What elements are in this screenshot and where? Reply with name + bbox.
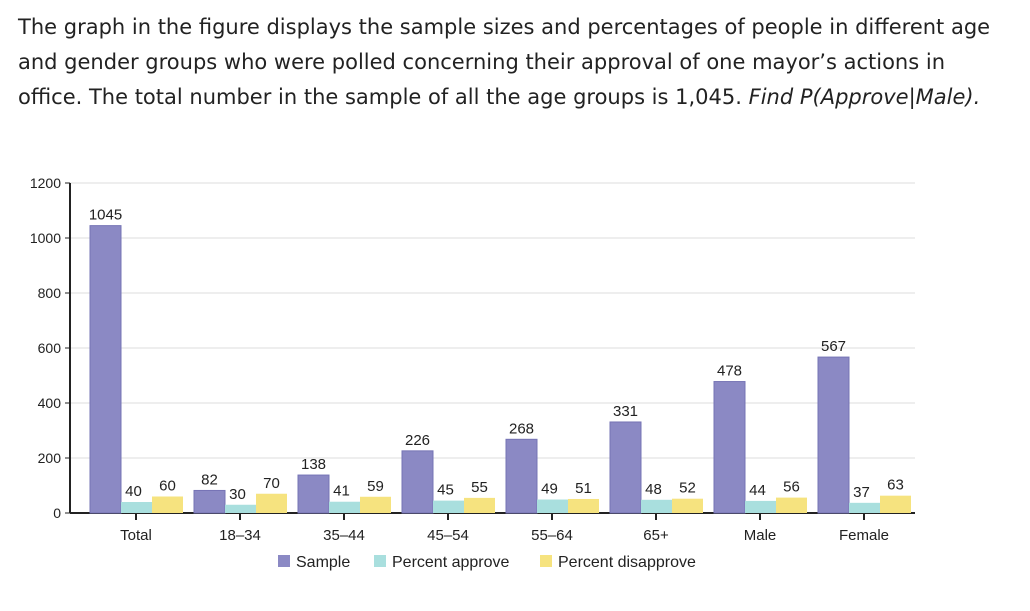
legend-swatch — [278, 555, 290, 567]
bar-sample — [89, 225, 122, 514]
data-label: 226 — [405, 432, 430, 449]
data-label: 37 — [853, 484, 870, 501]
bar-percent-disapprove — [672, 498, 703, 513]
data-label: 48 — [645, 481, 662, 498]
y-tick-label: 0 — [53, 505, 61, 521]
y-tick-label: 1000 — [30, 230, 61, 246]
bar-percent-approve — [641, 499, 672, 513]
x-tick-label: 35–44 — [323, 527, 365, 544]
bar-sample — [297, 474, 330, 514]
x-tick-label: Total — [120, 527, 152, 544]
x-tick-label: 18–34 — [219, 527, 261, 544]
x-tick-label: 65+ — [643, 527, 669, 544]
data-label: 49 — [541, 481, 558, 498]
x-tick-label: 45–54 — [427, 527, 469, 544]
data-label: 70 — [263, 475, 280, 492]
legend-swatch — [374, 555, 386, 567]
legend-label: Sample — [296, 554, 350, 571]
x-tick-label: Female — [839, 527, 889, 544]
data-label: 56 — [783, 479, 800, 496]
y-tick-label: 200 — [38, 450, 62, 466]
data-label: 52 — [679, 480, 696, 497]
bar-percent-disapprove — [880, 495, 911, 513]
y-tick-label: 600 — [38, 340, 62, 356]
data-label: 268 — [509, 420, 534, 437]
bar-percent-approve — [849, 502, 880, 513]
y-tick-label: 1200 — [30, 175, 61, 191]
data-label: 331 — [613, 403, 638, 420]
bar-percent-approve — [225, 504, 256, 513]
data-label: 478 — [717, 363, 742, 380]
legend-swatch — [540, 555, 552, 567]
bar-percent-disapprove — [152, 496, 183, 513]
data-label: 567 — [821, 338, 846, 355]
data-label: 41 — [333, 483, 350, 500]
data-label: 1045 — [89, 207, 122, 224]
bar-sample — [193, 489, 226, 514]
data-label: 82 — [201, 471, 218, 488]
bar-percent-disapprove — [360, 496, 391, 513]
data-label: 59 — [367, 478, 384, 495]
bar-percent-approve — [121, 502, 152, 513]
x-tick-label: 55–64 — [531, 527, 573, 544]
data-label: 63 — [887, 477, 904, 494]
bar-sample — [505, 438, 538, 514]
x-tick-label: Male — [744, 527, 777, 544]
legend-item: Percent disapprove — [540, 554, 696, 571]
bar-sample — [817, 356, 850, 514]
bar-percent-approve — [537, 499, 568, 513]
bar-percent-disapprove — [256, 493, 287, 513]
data-label: 44 — [749, 482, 766, 499]
data-label: 138 — [301, 456, 326, 473]
legend-item: Sample — [278, 554, 350, 571]
bar-percent-disapprove — [568, 498, 599, 513]
data-label: 30 — [229, 486, 246, 503]
bar-percent-disapprove — [776, 497, 807, 513]
data-label: 40 — [125, 483, 142, 500]
bar-sample — [609, 421, 642, 514]
legend-item: Percent approve — [374, 554, 510, 571]
question-prompt: Find P(Approve|Male). — [748, 85, 981, 109]
bar-percent-approve — [433, 500, 464, 513]
question-body: The graph in the figure displays the sam… — [18, 15, 991, 109]
bar-percent-approve — [329, 501, 360, 513]
y-tick-label: 800 — [38, 285, 62, 301]
data-label: 45 — [437, 482, 454, 499]
y-tick-label: 400 — [38, 395, 62, 411]
legend-label: Percent approve — [392, 554, 510, 571]
bar-percent-approve — [745, 500, 776, 513]
data-label: 60 — [159, 478, 176, 495]
data-label: 55 — [471, 479, 488, 496]
data-label: 51 — [575, 480, 592, 497]
legend-label: Percent disapprove — [558, 554, 696, 571]
bar-percent-disapprove — [464, 497, 495, 513]
question-text: The graph in the figure displays the sam… — [18, 10, 1008, 115]
bar-sample — [401, 450, 434, 514]
bar-sample — [713, 381, 746, 514]
